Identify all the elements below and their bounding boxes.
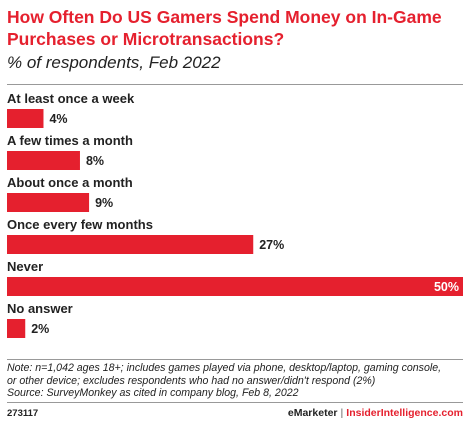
value-label: 2% — [31, 322, 49, 336]
brand-insider-intelligence: InsiderIntelligence.com — [346, 407, 463, 419]
bar-chart: At least once a week 4% A few times a mont… — [7, 91, 463, 338]
chart-title: How Often Do US Gamers Spend Money on In… — [7, 7, 442, 49]
value-label: 9% — [95, 196, 113, 210]
bar — [7, 235, 254, 254]
value-label: 50% — [434, 280, 459, 294]
bar — [7, 109, 44, 128]
category-label: A few times a month — [7, 133, 133, 148]
bar — [7, 193, 90, 212]
note-line-1: Note: n=1,042 ages 18+; includes games p… — [7, 362, 442, 374]
bar — [7, 151, 80, 170]
note-divider — [7, 359, 463, 360]
note-line-3: Source: SurveyMonkey as cited in company… — [7, 387, 299, 399]
chart-id: 273117 — [7, 408, 39, 419]
brand-emarketer: eMarketer — [287, 407, 338, 419]
chart-subtitle: % of respondents, Feb 2022 — [7, 53, 221, 72]
bar — [7, 277, 463, 296]
footer-divider — [7, 402, 463, 403]
note-line-2: or other device; excludes respondents wh… — [7, 374, 376, 387]
header-divider — [7, 84, 463, 85]
category-label: At least once a week — [7, 91, 135, 106]
bar — [7, 319, 26, 338]
brand-separator: | — [340, 407, 344, 419]
value-label: 4% — [49, 112, 67, 126]
category-label: No answer — [7, 301, 73, 316]
category-label: About once a month — [7, 175, 133, 190]
category-label: Never — [7, 259, 43, 274]
value-label: 27% — [259, 238, 284, 252]
chart-note: Note: n=1,042 ages 18+; includes games p… — [7, 362, 465, 400]
category-label: Once every few months — [7, 217, 153, 232]
brand-footer: eMarketer | InsiderIntelligence.com — [288, 407, 463, 419]
value-label: 8% — [86, 154, 104, 168]
